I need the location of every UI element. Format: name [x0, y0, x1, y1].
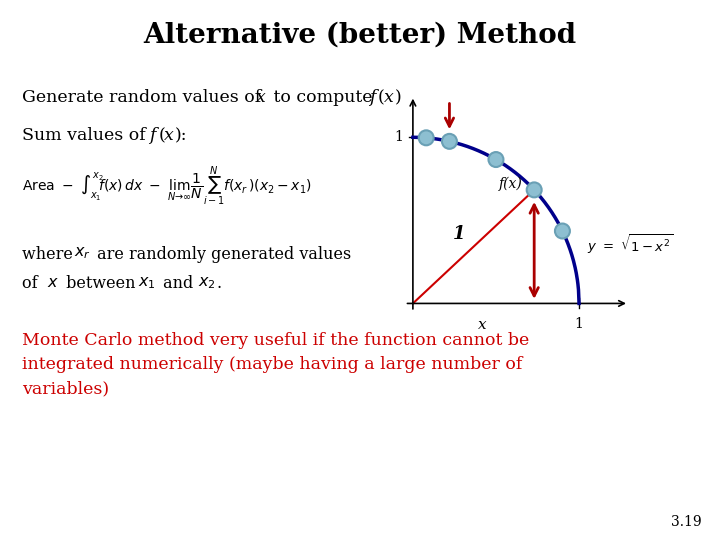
Circle shape: [442, 134, 457, 149]
Text: Alternative (better) Method: Alternative (better) Method: [143, 22, 577, 49]
Circle shape: [555, 224, 570, 239]
Text: and: and: [158, 275, 199, 292]
Text: x: x: [256, 89, 266, 106]
Text: Generate random values of: Generate random values of: [22, 89, 266, 106]
Text: $x_2$: $x_2$: [198, 275, 216, 291]
Text: (: (: [378, 89, 384, 106]
Text: between: between: [61, 275, 141, 292]
Circle shape: [488, 152, 503, 167]
Text: 3.19: 3.19: [671, 515, 702, 529]
Text: ):: ):: [175, 127, 187, 144]
Text: to compute: to compute: [268, 89, 378, 106]
Text: $x$: $x$: [47, 275, 59, 291]
Text: x: x: [384, 89, 394, 106]
Circle shape: [419, 130, 433, 145]
Text: f: f: [149, 127, 156, 144]
Text: $x_1$: $x_1$: [138, 275, 156, 291]
Circle shape: [527, 183, 541, 197]
Text: 1: 1: [575, 317, 583, 330]
Text: of: of: [22, 275, 42, 292]
Text: are randomly generated values: are randomly generated values: [92, 246, 351, 262]
Text: .: .: [216, 275, 221, 292]
Text: $x_r$: $x_r$: [74, 246, 91, 261]
Text: 1: 1: [394, 130, 403, 144]
Text: x: x: [477, 319, 486, 333]
Text: (: (: [158, 127, 165, 144]
Text: Monte Carlo method very useful if the function cannot be
integrated numerically : Monte Carlo method very useful if the fu…: [22, 332, 529, 397]
Text: f(x): f(x): [499, 177, 523, 191]
Text: f: f: [369, 89, 375, 106]
Text: ): ): [395, 89, 401, 106]
Text: 1: 1: [453, 225, 466, 242]
Text: where: where: [22, 246, 78, 262]
Text: x: x: [164, 127, 174, 144]
Text: $y\ =\ \sqrt{1-x^2}$: $y\ =\ \sqrt{1-x^2}$: [588, 232, 674, 255]
Text: $\mathrm{Area}\ -\ \int_{x_1}^{x_2}\!\!f(x)\,dx\ -\ \lim_{N\to\infty}\dfrac{1}{N: $\mathrm{Area}\ -\ \int_{x_1}^{x_2}\!\!f…: [22, 164, 312, 208]
Text: Sum values of: Sum values of: [22, 127, 151, 144]
